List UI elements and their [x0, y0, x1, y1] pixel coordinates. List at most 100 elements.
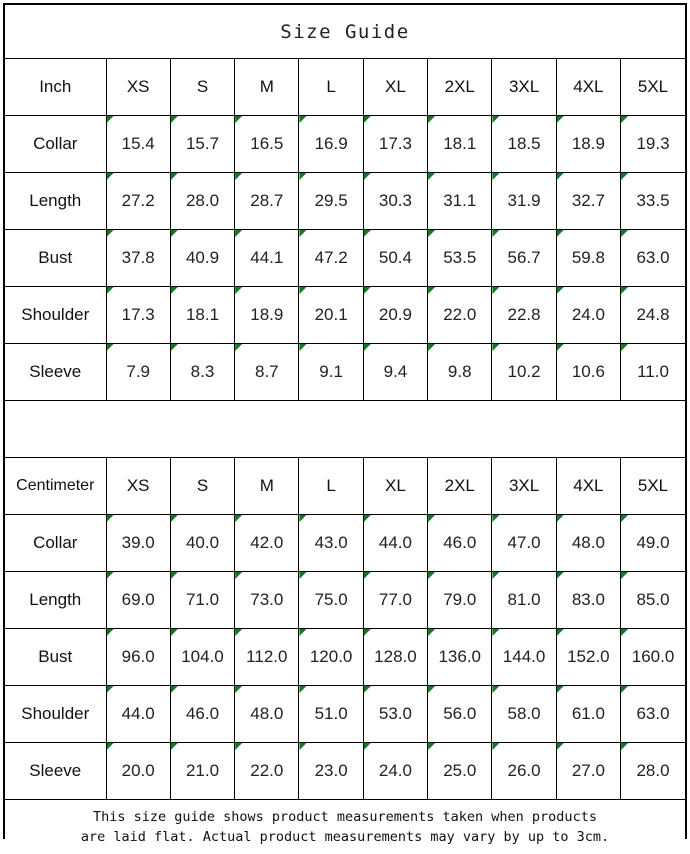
size-header-cm-m: M	[235, 458, 299, 515]
cell-value: 19.3	[636, 134, 669, 153]
comment-flag-icon	[107, 230, 114, 237]
cell-value: 69.0	[122, 590, 155, 609]
cell-value: 22.0	[250, 761, 283, 780]
cell-inch-collar-s: 15.7	[170, 116, 234, 173]
cell-value: 32.7	[572, 191, 605, 210]
measurement-label-length-cm: Length	[5, 572, 106, 629]
cell-value: 27.2	[122, 191, 155, 210]
comment-flag-icon	[364, 344, 371, 351]
table-row: Length 27.2 28.0 28.7 29.5 30.3 31.1 31.…	[5, 173, 685, 230]
comment-flag-icon	[492, 344, 499, 351]
comment-flag-icon	[557, 116, 564, 123]
cell-value: 47.0	[508, 533, 541, 552]
comment-flag-icon	[492, 686, 499, 693]
comment-flag-icon	[299, 629, 306, 636]
cell-cm-length-5xl: 85.0	[621, 572, 685, 629]
cell-inch-length-m: 28.7	[235, 173, 299, 230]
table-row: Length 69.0 71.0 73.0 75.0 77.0 79.0 81.…	[5, 572, 685, 629]
size-header-xl: XL	[363, 59, 427, 116]
cell-value: 40.9	[186, 248, 219, 267]
comment-flag-icon	[428, 686, 435, 693]
cell-inch-collar-2xl: 18.1	[428, 116, 492, 173]
comment-flag-icon	[364, 515, 371, 522]
cell-cm-collar-s: 40.0	[170, 515, 234, 572]
cell-cm-collar-l: 43.0	[299, 515, 363, 572]
comment-flag-icon	[235, 344, 242, 351]
cell-cm-shoulder-l: 51.0	[299, 686, 363, 743]
table-row: Shoulder 44.0 46.0 48.0 51.0 53.0 56.0 5…	[5, 686, 685, 743]
comment-flag-icon	[621, 629, 628, 636]
comment-flag-icon	[621, 230, 628, 237]
cell-cm-bust-xs: 96.0	[106, 629, 170, 686]
cell-inch-sleeve-xs: 7.9	[106, 344, 170, 401]
comment-flag-icon	[107, 344, 114, 351]
cell-inch-bust-3xl: 56.7	[492, 230, 556, 287]
cell-value: 17.3	[122, 305, 155, 324]
cell-cm-bust-xl: 128.0	[363, 629, 427, 686]
comment-flag-icon	[428, 572, 435, 579]
comment-flag-icon	[107, 116, 114, 123]
cell-value: 112.0	[246, 647, 287, 666]
comment-flag-icon	[428, 230, 435, 237]
size-header-cm-xl: XL	[363, 458, 427, 515]
cell-value: 31.1	[443, 191, 476, 210]
cell-value: 63.0	[636, 248, 669, 267]
cell-inch-shoulder-xl: 20.9	[363, 287, 427, 344]
comment-flag-icon	[171, 344, 178, 351]
cell-value: 128.0	[374, 647, 417, 666]
cell-inch-sleeve-s: 8.3	[170, 344, 234, 401]
size-header-cm-s: S	[170, 458, 234, 515]
cell-value: 61.0	[572, 704, 605, 723]
cell-cm-shoulder-2xl: 56.0	[428, 686, 492, 743]
note-row: This size guide shows product measuremen…	[5, 800, 685, 854]
comment-flag-icon	[299, 515, 306, 522]
comment-flag-icon	[557, 287, 564, 294]
comment-flag-icon	[171, 230, 178, 237]
comment-flag-icon	[428, 629, 435, 636]
cell-value: 27.0	[572, 761, 605, 780]
cell-inch-collar-4xl: 18.9	[556, 116, 620, 173]
cell-value: 21.0	[186, 761, 219, 780]
cell-inch-sleeve-3xl: 10.2	[492, 344, 556, 401]
measurement-label-collar-cm: Collar	[5, 515, 106, 572]
comment-flag-icon	[621, 173, 628, 180]
cell-inch-bust-2xl: 53.5	[428, 230, 492, 287]
cell-cm-bust-m: 112.0	[235, 629, 299, 686]
cell-value: 50.4	[379, 248, 412, 267]
table-row: Collar 15.4 15.7 16.5 16.9 17.3 18.1 18.…	[5, 116, 685, 173]
cell-value: 17.3	[379, 134, 412, 153]
comment-flag-icon	[492, 230, 499, 237]
size-header-2xl: 2XL	[428, 59, 492, 116]
cell-inch-sleeve-2xl: 9.8	[428, 344, 492, 401]
cell-value: 53.5	[443, 248, 476, 267]
title-row: Size Guide	[5, 5, 685, 59]
cell-value: 77.0	[379, 590, 412, 609]
cell-value: 10.6	[572, 362, 605, 381]
cell-value: 25.0	[443, 761, 476, 780]
comment-flag-icon	[492, 287, 499, 294]
cell-value: 9.4	[384, 362, 408, 381]
comment-flag-icon	[621, 686, 628, 693]
cell-inch-bust-xl: 50.4	[363, 230, 427, 287]
comment-flag-icon	[107, 629, 114, 636]
comment-flag-icon	[364, 116, 371, 123]
size-header-3xl: 3XL	[492, 59, 556, 116]
cell-value: 30.3	[379, 191, 412, 210]
cell-cm-collar-xs: 39.0	[106, 515, 170, 572]
centimeter-unit-label: Centimeter	[5, 458, 106, 515]
size-header-cm-3xl: 3XL	[492, 458, 556, 515]
cell-cm-sleeve-m: 22.0	[235, 743, 299, 800]
cell-cm-shoulder-xl: 53.0	[363, 686, 427, 743]
cell-value: 18.9	[572, 134, 605, 153]
cell-value: 48.0	[572, 533, 605, 552]
comment-flag-icon	[107, 686, 114, 693]
cell-cm-collar-xl: 44.0	[363, 515, 427, 572]
cell-value: 48.0	[250, 704, 283, 723]
measurement-label-sleeve-inch: Sleeve	[5, 344, 106, 401]
cell-inch-sleeve-m: 8.7	[235, 344, 299, 401]
size-header-s: S	[170, 59, 234, 116]
comment-flag-icon	[235, 230, 242, 237]
comment-flag-icon	[364, 230, 371, 237]
cell-inch-sleeve-4xl: 10.6	[556, 344, 620, 401]
